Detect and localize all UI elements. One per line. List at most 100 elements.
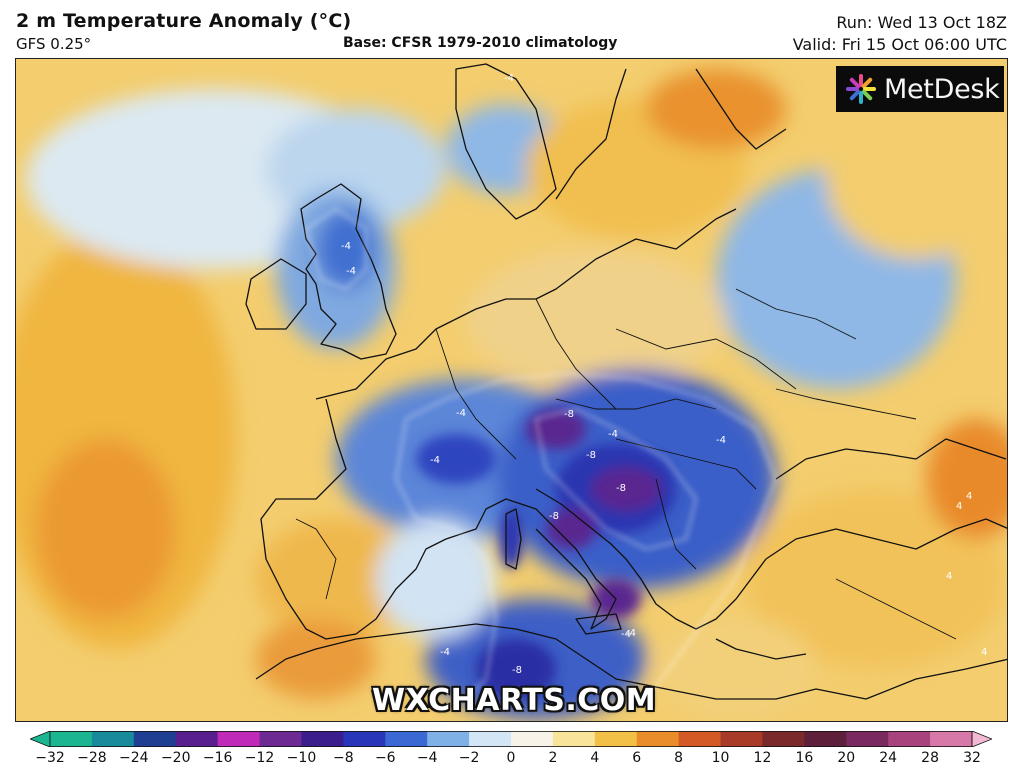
color-scale-bar bbox=[30, 731, 992, 747]
atlantic-warm-core bbox=[36, 439, 176, 619]
contour-label: 4 bbox=[946, 571, 952, 582]
color-scale-tick-label: 12 bbox=[753, 750, 772, 766]
germany-warm bbox=[466, 249, 726, 389]
contour-minus-4-east bbox=[405, 373, 777, 700]
color-scale-tick-label: −24 bbox=[119, 750, 149, 766]
anomaly-field-layer bbox=[16, 69, 1007, 719]
color-scale-tick-label: −32 bbox=[35, 750, 65, 766]
border-germany-poland bbox=[535, 298, 617, 410]
western-med-neutral bbox=[376, 519, 496, 639]
contour-label: -4 bbox=[440, 647, 450, 658]
color-scale-segment bbox=[511, 731, 554, 747]
color-scale-segment bbox=[888, 731, 931, 747]
color-scale-segment bbox=[385, 731, 428, 747]
color-scale-tick-label: −8 bbox=[333, 750, 354, 766]
color-scale-max-arrow bbox=[971, 731, 992, 747]
finland-warm bbox=[646, 69, 786, 149]
color-scale-segment bbox=[217, 731, 261, 747]
border-poland-east bbox=[615, 328, 797, 390]
contour-label: -4 bbox=[346, 266, 356, 277]
color-scale-tick-label: −2 bbox=[458, 750, 480, 766]
map-canvas: -4 -4 -4 -4 -4 -4 -8 -8 -8 -8 -8 -4 4 4 … bbox=[16, 59, 1007, 721]
color-scale-tick-label: −12 bbox=[244, 750, 275, 766]
color-scale-tick-label: 8 bbox=[674, 750, 684, 766]
color-scale-segment bbox=[469, 731, 512, 747]
color-scale-segment bbox=[804, 731, 847, 747]
gulf-of-finland-coast bbox=[695, 68, 787, 150]
sweden-east-coast bbox=[555, 68, 627, 200]
black-sea-north-coast bbox=[775, 438, 1007, 480]
sicily-coast bbox=[575, 613, 622, 635]
color-scale-segments bbox=[30, 731, 992, 747]
contour-label: -4 bbox=[716, 435, 726, 446]
caucasus-warm bbox=[926, 419, 1007, 539]
color-scale-segment bbox=[50, 731, 93, 747]
color-scale-segment bbox=[427, 731, 470, 747]
country-borders bbox=[295, 288, 957, 640]
scotland-cold-core bbox=[316, 209, 376, 289]
color-scale-segment bbox=[301, 731, 344, 747]
coastlines bbox=[245, 63, 1007, 700]
color-scale-tick-label: 20 bbox=[837, 750, 856, 766]
color-scale-tick-label: 16 bbox=[795, 750, 814, 766]
color-scale-tick-label: −28 bbox=[77, 750, 107, 766]
contour-label: -8 bbox=[549, 511, 559, 522]
contour-label: -4 bbox=[456, 408, 466, 419]
contour-labels: -4 -4 -4 -4 -4 -4 -8 -8 -8 -8 -8 -4 4 4 … bbox=[341, 73, 987, 676]
ireland-coast bbox=[245, 258, 307, 330]
border-turkey-syria bbox=[835, 578, 957, 640]
chart-title: 2 m Temperature Anomaly (°C) bbox=[16, 10, 352, 32]
color-scale-outline bbox=[49, 731, 973, 747]
anomaly-core-layer bbox=[416, 409, 676, 699]
color-scale-tick-label: 28 bbox=[921, 750, 939, 766]
color-scale-tick-label: 24 bbox=[879, 750, 898, 766]
contour-label: -4 bbox=[621, 629, 631, 640]
color-scale-tick-label: 0 bbox=[506, 750, 516, 766]
color-scale-tick-label: 6 bbox=[632, 750, 642, 766]
color-scale-tick-label: 32 bbox=[963, 750, 981, 766]
tunisia-core bbox=[476, 639, 556, 699]
color-scale-segment bbox=[91, 731, 135, 747]
metdesk-star-icon bbox=[846, 74, 876, 104]
run-time-label: Run: Wed 13 Oct 18Z bbox=[836, 13, 1007, 32]
color-scale-segment bbox=[552, 731, 596, 747]
color-scale-segment bbox=[343, 731, 386, 747]
adriatic-extreme-core bbox=[546, 509, 596, 549]
color-scale-min-arrow bbox=[30, 731, 51, 747]
color-scale-tick-label: −20 bbox=[160, 750, 191, 766]
color-scale-segment bbox=[594, 731, 638, 747]
valid-time-label: Valid: Fri 15 Oct 06:00 UTC bbox=[792, 35, 1007, 54]
border-central-europe bbox=[555, 398, 717, 410]
iberia-warm bbox=[256, 519, 416, 639]
color-scale-segment bbox=[636, 731, 680, 747]
contour-label: -8 bbox=[616, 483, 626, 494]
contour-label: -8 bbox=[586, 450, 596, 461]
contour-label: -4 bbox=[341, 241, 351, 252]
color-scale-segment bbox=[259, 731, 303, 747]
contour-label: -4 bbox=[626, 628, 636, 639]
model-label: GFS 0.25° bbox=[16, 35, 92, 53]
color-scale-segment bbox=[678, 731, 722, 747]
color-scale-tick-label: −16 bbox=[202, 750, 233, 766]
crete-coast bbox=[715, 638, 807, 660]
base-climatology-label: Base: CFSR 1979-2010 climatology bbox=[343, 35, 618, 51]
black-sea-south-coast bbox=[765, 518, 1007, 560]
border-belarus bbox=[735, 288, 857, 340]
contour-minus-8-balkans bbox=[535, 408, 697, 550]
adriatic-balkan-coast bbox=[535, 488, 767, 630]
turkey-warm bbox=[746, 489, 1006, 669]
sardinia-corsica-coast bbox=[505, 508, 522, 570]
color-scale-segment bbox=[175, 731, 219, 747]
russia-north-warm bbox=[826, 99, 1006, 259]
contour-label: -4 bbox=[608, 429, 618, 440]
color-scale-tick-label: 10 bbox=[711, 750, 730, 766]
color-scale-tick-label: −10 bbox=[286, 750, 317, 766]
color-scale-tick-label: −4 bbox=[416, 750, 438, 766]
border-france-germany bbox=[435, 328, 517, 460]
contour-lines bbox=[305, 208, 777, 710]
morocco-warm bbox=[256, 619, 376, 699]
anomaly-map: -4 -4 -4 -4 -4 -4 -8 -8 -8 -8 -8 -4 4 4 … bbox=[15, 58, 1008, 722]
contour-minus-4-britain bbox=[305, 208, 367, 290]
scandinavia-coast bbox=[455, 63, 557, 220]
color-scale-segment bbox=[930, 731, 973, 747]
